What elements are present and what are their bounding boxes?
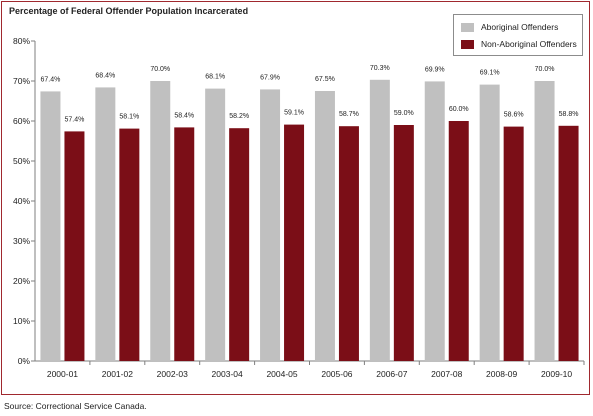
- bar-non-aboriginal: [558, 125, 579, 361]
- legend-swatch-aboriginal: [461, 22, 474, 32]
- x-tick-label: 2008-09: [486, 369, 517, 379]
- data-label: 58.7%: [339, 111, 359, 118]
- y-tick-label: 50%: [13, 156, 30, 166]
- data-label: 69.1%: [480, 70, 500, 77]
- y-tick-label: 30%: [13, 236, 30, 246]
- data-label: 69.9%: [425, 66, 445, 73]
- bar-aboriginal: [260, 89, 281, 362]
- legend-item-aboriginal: Aboriginal Offenders: [461, 21, 558, 33]
- y-tick-label: 70%: [13, 76, 30, 86]
- bar-aboriginal: [369, 79, 390, 362]
- data-label: 70.3%: [370, 65, 390, 72]
- data-label: 58.1%: [119, 114, 139, 121]
- chart-frame: 0% 10% 20% 30% 40% 50% 60% 70% 80% 2000-01 67.4% 57…: [1, 1, 590, 395]
- x-tick-label: 2002-03: [157, 369, 188, 379]
- legend-swatch-non-aboriginal: [461, 39, 474, 49]
- bar-aboriginal: [95, 87, 116, 362]
- data-label: 58.4%: [174, 112, 194, 119]
- y-tick-label: 10%: [13, 316, 30, 326]
- bar-aboriginal: [40, 91, 61, 362]
- y-tick-label: 80%: [13, 36, 30, 46]
- y-tick-label: 60%: [13, 116, 30, 126]
- legend-label-non-aboriginal: Non-Aboriginal Offenders: [481, 39, 577, 49]
- y-tick-label: 20%: [13, 276, 30, 286]
- y-tick-label: 0%: [18, 356, 31, 366]
- bar-non-aboriginal: [119, 128, 140, 361]
- bar-non-aboriginal: [338, 126, 359, 361]
- bar-non-aboriginal: [64, 131, 85, 361]
- bar-aboriginal: [205, 88, 226, 361]
- data-label: 59.1%: [284, 110, 304, 117]
- data-label: 58.6%: [504, 112, 524, 119]
- legend-item-non-aboriginal: Non-Aboriginal Offenders: [461, 38, 577, 50]
- bar-aboriginal: [424, 81, 445, 362]
- y-tick-label: 40%: [13, 196, 30, 206]
- data-label: 59.0%: [394, 110, 414, 117]
- source-note: Source: Correctional Service Canada.: [4, 401, 147, 411]
- x-tick-label: 2007-08: [431, 369, 462, 379]
- bar-non-aboriginal: [284, 124, 305, 361]
- x-tick-label: 2003-04: [212, 369, 243, 379]
- x-tick-label: 2009-10: [541, 369, 572, 379]
- x-tick-label: 2000-01: [47, 369, 78, 379]
- bar-non-aboriginal: [503, 126, 524, 361]
- data-label: 58.2%: [229, 113, 249, 120]
- x-tick-label: 2006-07: [376, 369, 407, 379]
- bar-non-aboriginal: [393, 125, 414, 361]
- bar-chart: 0% 10% 20% 30% 40% 50% 60% 70% 80% 2000-01 67.4% 57…: [13, 36, 585, 379]
- data-label: 67.9%: [260, 74, 280, 81]
- x-tick-label: 2004-05: [266, 369, 297, 379]
- bar-aboriginal: [479, 84, 500, 361]
- legend-label-aboriginal: Aboriginal Offenders: [481, 22, 559, 32]
- data-label: 67.4%: [41, 76, 61, 83]
- x-tick-label: 2005-06: [321, 369, 352, 379]
- data-label: 67.5%: [315, 76, 335, 83]
- data-label: 58.8%: [559, 111, 579, 118]
- legend: Aboriginal Offenders Non-Aboriginal Offe…: [453, 14, 583, 56]
- data-label: 68.4%: [95, 72, 115, 79]
- bar-aboriginal: [534, 81, 555, 361]
- bar-aboriginal: [314, 91, 335, 361]
- x-tick-label: 2001-02: [102, 369, 133, 379]
- data-label: 57.4%: [65, 116, 85, 123]
- bar-non-aboriginal: [174, 127, 195, 362]
- bar-non-aboriginal: [229, 128, 250, 361]
- chart-title: Percentage of Federal Offender Populatio…: [9, 6, 249, 16]
- data-label: 70.0%: [535, 66, 555, 73]
- data-label: 60.0%: [449, 106, 469, 113]
- data-label: 70.0%: [150, 66, 170, 73]
- data-label: 68.1%: [205, 74, 225, 81]
- bar-non-aboriginal: [448, 121, 469, 361]
- bar-aboriginal: [150, 81, 171, 361]
